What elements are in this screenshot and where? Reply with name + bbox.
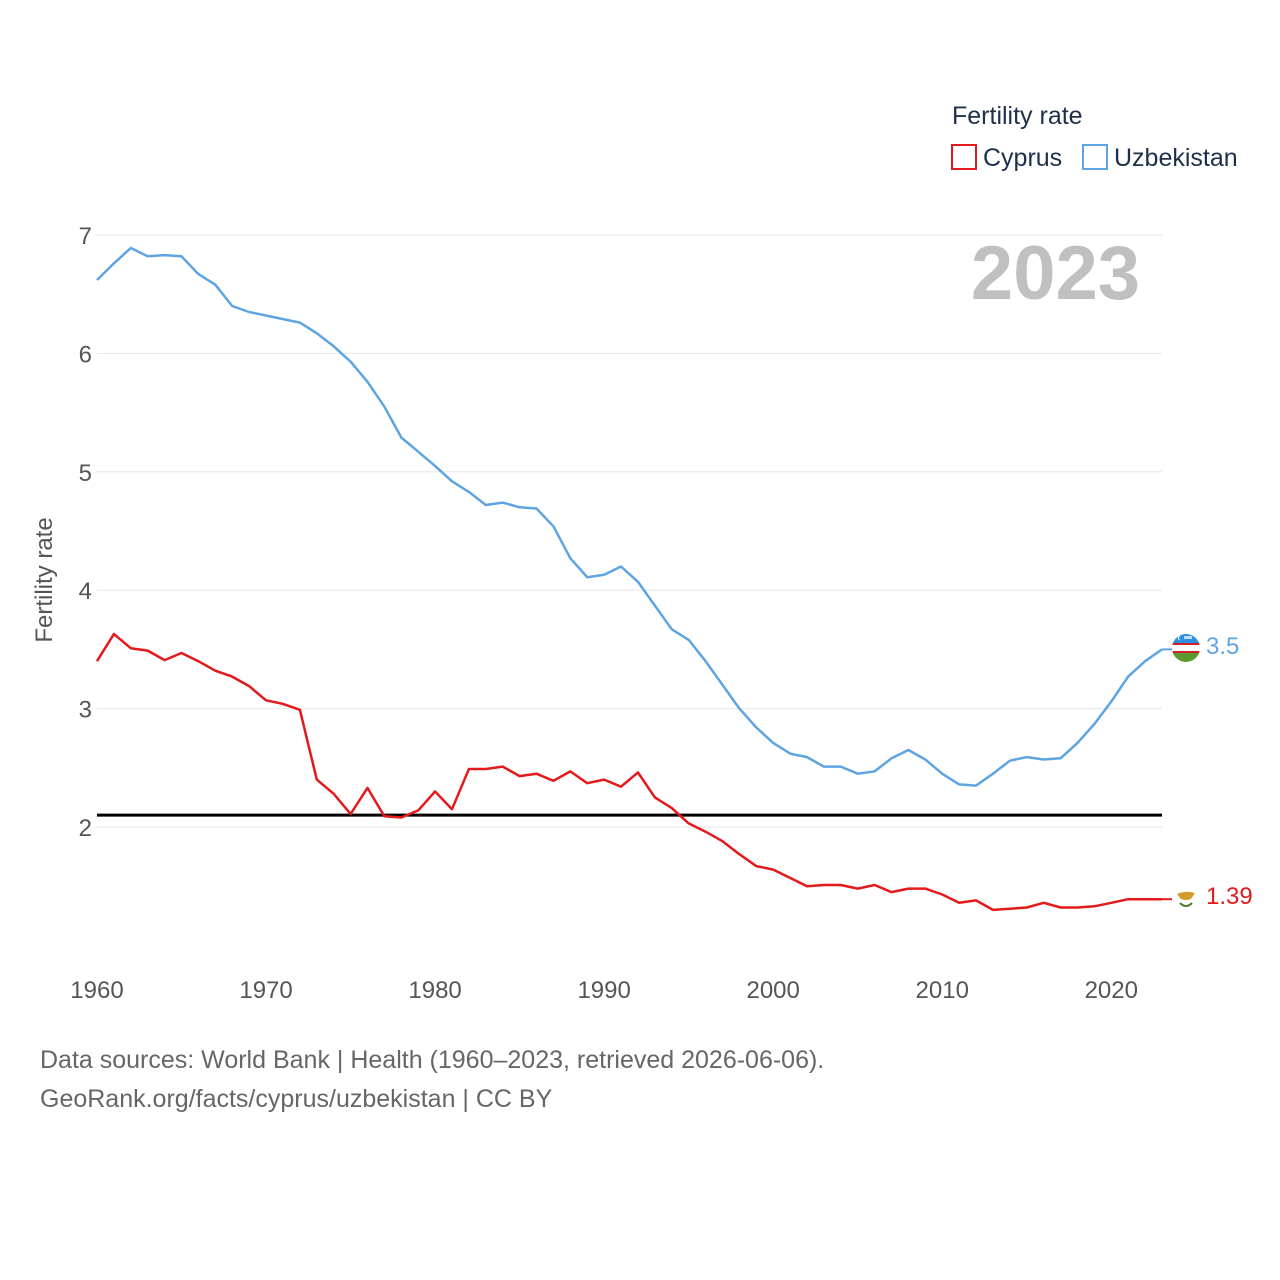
x-tick-label-1970: 1970 [239,977,292,1004]
y-tick-label-7: 7 [79,223,92,250]
uzbekistan-end-value: 3.5 [1206,633,1239,660]
source-url[interactable]: GeoRank.org/facts/cyprus/uzbekistan | CC… [40,1085,553,1113]
y-tick-label-2: 2 [79,815,92,842]
x-tick-label-1960: 1960 [70,977,123,1004]
current-year-label: 2023 [971,231,1140,316]
data-source-note: Data sources: World Bank | Health (1960–… [40,1046,825,1074]
y-tick-label-5: 5 [79,460,92,487]
y-tick-label-3: 3 [79,697,92,724]
legend-label-uzbekistan[interactable]: Uzbekistan [1114,144,1238,172]
y-tick-label-6: 6 [79,341,92,368]
series-line-uzbekistan [96,246,1163,787]
legend-label-cyprus[interactable]: Cyprus [983,144,1062,172]
legend-title: Fertility rate [952,102,1083,130]
legend-swatch-uzbekistan[interactable] [1082,144,1108,170]
x-axis: 1960 1970 1980 1990 2000 2010 2020 [70,977,1138,1004]
y-axis: 2 3 4 5 6 7 [79,223,92,842]
end-marker-cyprus: 1.39 [1162,883,1253,912]
end-marker-uzbekistan: 3.5 [1162,633,1239,662]
x-tick-label-1980: 1980 [408,977,461,1004]
legend-swatch-cyprus[interactable] [951,144,977,170]
series-line-cyprus [95,632,1162,912]
legend: Fertility rate Cyprus Uzbekistan [951,102,1238,172]
cyprus-flag-icon [1172,884,1200,912]
x-tick-label-2010: 2010 [916,977,969,1004]
x-tick-label-1990: 1990 [577,977,630,1004]
uzbekistan-flag-icon [1172,634,1200,662]
y-axis-label: Fertility rate [31,517,58,642]
x-tick-label-2020: 2020 [1085,977,1138,1004]
x-tick-label-2000: 2000 [746,977,799,1004]
series-lines [95,246,1163,912]
gridlines [97,234,1162,828]
cyprus-end-value: 1.39 [1206,883,1253,910]
y-tick-label-4: 4 [79,578,92,605]
